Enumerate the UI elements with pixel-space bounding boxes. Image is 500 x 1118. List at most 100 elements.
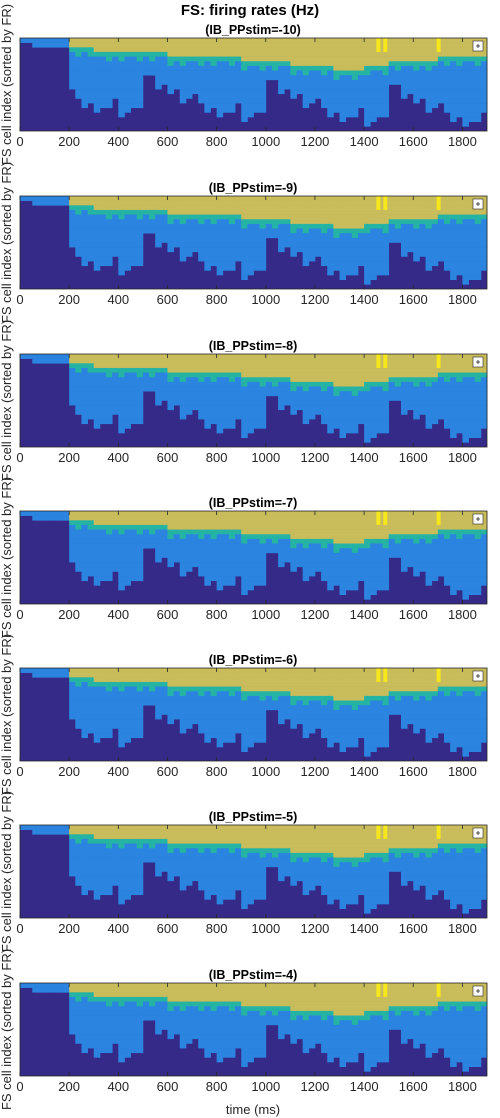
heatmap-cell	[223, 85, 230, 90]
heatmap-cell	[413, 705, 420, 710]
heatmap-cell	[167, 43, 174, 48]
heatmap-cell	[247, 38, 254, 43]
heatmap-cell	[229, 682, 236, 687]
heatmap-cell	[118, 691, 125, 696]
heatmap-cell	[389, 80, 396, 85]
heatmap-cell	[278, 210, 285, 215]
heatmap-cell	[137, 75, 144, 80]
heatmap-cell	[210, 205, 217, 210]
heatmap-cell	[278, 544, 285, 549]
heatmap-cell	[481, 534, 488, 539]
heatmap-cell	[426, 38, 433, 43]
heatmap-cell	[426, 377, 433, 382]
heatmap-cell	[241, 205, 248, 210]
heatmap-cell	[69, 377, 76, 382]
heatmap-cell	[75, 224, 82, 229]
heatmap-cell	[266, 530, 273, 535]
heatmap-cell	[167, 354, 174, 359]
heatmap-cell	[309, 530, 316, 535]
heatmap-cell	[303, 576, 310, 581]
heatmap-cell	[143, 377, 150, 382]
heatmap-cell	[376, 419, 383, 424]
heatmap-cell	[303, 571, 310, 576]
heatmap-cell	[407, 43, 414, 48]
heatmap-cell	[229, 256, 236, 261]
heatmap-cell	[364, 266, 371, 271]
heatmap-cell	[389, 673, 396, 678]
heatmap-cell	[81, 410, 88, 415]
heatmap-cell	[180, 98, 187, 103]
heatmap-cell	[88, 387, 95, 392]
heatmap-cell	[413, 719, 420, 724]
heatmap-cell	[284, 710, 291, 715]
heatmap-cell	[69, 243, 76, 248]
heatmap-cell	[167, 373, 174, 378]
heatmap-cell	[383, 238, 390, 243]
heatmap-cell	[143, 525, 150, 530]
heatmap-cell	[346, 585, 353, 590]
heatmap-cell	[321, 544, 328, 549]
heatmap-cell	[254, 682, 261, 687]
heatmap-cell	[161, 238, 168, 243]
heatmap-cell	[426, 89, 433, 94]
heatmap-cell	[235, 66, 242, 71]
heatmap-cell	[124, 377, 131, 382]
heatmap-cell	[327, 256, 334, 261]
heatmap-cell	[315, 525, 322, 530]
heatmap-cell	[444, 66, 451, 71]
heatmap-cell	[131, 405, 138, 410]
heatmap-cell	[254, 229, 261, 234]
heatmap-cell	[364, 710, 371, 715]
heatmap-cell	[364, 520, 371, 525]
heatmap-cell	[383, 548, 390, 553]
heatmap-cell	[198, 373, 205, 378]
heatmap-cell	[358, 52, 365, 57]
heatmap-cell	[161, 215, 168, 220]
heatmap-cell	[358, 252, 365, 257]
heatmap-cell	[272, 196, 279, 201]
heatmap-cell	[223, 359, 230, 364]
heatmap-cell	[333, 567, 340, 572]
heatmap-cell	[284, 219, 291, 224]
heatmap-cell	[444, 247, 451, 252]
heatmap-cell	[112, 710, 119, 715]
heatmap-cell	[167, 85, 174, 90]
heatmap-cell	[364, 747, 371, 752]
heatmap-cell	[161, 539, 168, 544]
heatmap-cell	[475, 61, 482, 66]
heatmap-cell	[426, 94, 433, 99]
heatmap-cell	[155, 80, 162, 85]
heatmap-cell	[444, 38, 451, 43]
heatmap-cell	[118, 75, 125, 80]
heatmap-cell	[395, 61, 402, 66]
heatmap-cell	[186, 687, 193, 692]
heatmap-cell	[303, 233, 310, 238]
heatmap-cell	[456, 38, 463, 43]
heatmap-cell	[161, 359, 168, 364]
heatmap-cell	[426, 47, 433, 52]
heatmap-cell	[100, 419, 107, 424]
heatmap-cell	[358, 728, 365, 733]
heatmap-cell	[383, 553, 390, 558]
heatmap-cell	[346, 516, 353, 521]
heatmap-cell	[260, 85, 267, 90]
heatmap-cell	[210, 571, 217, 576]
heatmap-cell	[106, 567, 113, 572]
heatmap-cell	[223, 103, 230, 108]
heatmap-cell	[333, 201, 340, 206]
heatmap-cell	[383, 94, 390, 99]
heatmap-cell	[462, 438, 469, 443]
heatmap-cell	[94, 682, 101, 687]
heatmap-cell	[137, 728, 144, 733]
heatmap-cell	[407, 52, 414, 57]
heatmap-cell	[364, 382, 371, 387]
heatmap-cell	[469, 391, 476, 396]
heatmap-cell	[155, 238, 162, 243]
heatmap-cell	[106, 576, 113, 581]
heatmap-cell	[278, 368, 285, 373]
heatmap-cell	[376, 576, 383, 581]
heatmap-cell	[94, 52, 101, 57]
heatmap-cell	[370, 359, 377, 364]
heatmap-cell	[131, 89, 138, 94]
heatmap-cell	[358, 233, 365, 238]
